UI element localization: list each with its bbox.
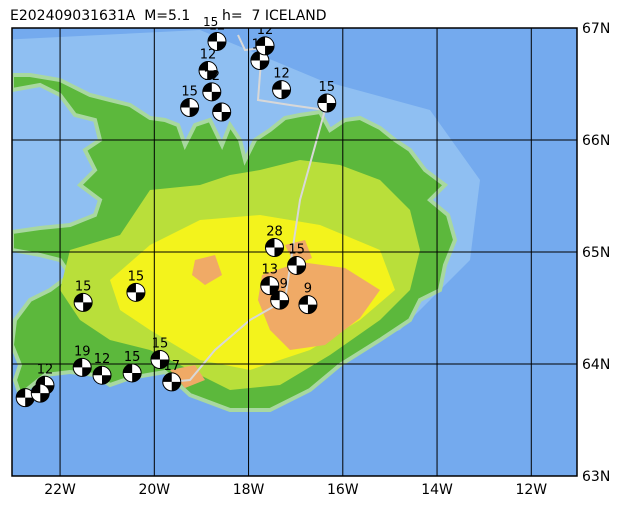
depth-label: 15 xyxy=(181,85,198,100)
glacier xyxy=(258,262,380,350)
lat-label: 67N xyxy=(582,21,610,37)
beachball-quadrant xyxy=(180,98,199,117)
beachball-quadrant xyxy=(260,276,279,295)
beachball-quadrant xyxy=(199,61,218,80)
lat-label: 63N xyxy=(582,469,610,485)
lat-label: 64N xyxy=(582,357,610,373)
beachball-quadrant xyxy=(272,80,291,99)
beachball-quadrant xyxy=(298,295,317,314)
depth-label: 12 xyxy=(257,23,274,38)
map-area: 1212121212151512281519139151515171512191… xyxy=(12,18,577,476)
depth-label: 12 xyxy=(204,69,221,84)
beachball-quadrant xyxy=(212,103,231,121)
lon-label: 14W xyxy=(421,482,453,498)
axis-labels: 22W 20W 18W 16W 14W 12W 67N 66N 65N 64N 63N xyxy=(44,21,610,498)
beachball-quadrant xyxy=(123,363,142,382)
beachball-quadrant xyxy=(73,358,92,377)
depth-label: 15 xyxy=(75,279,92,294)
beachball-quadrant xyxy=(162,372,181,391)
depth-label: 15 xyxy=(319,80,336,95)
beachball-quadrant xyxy=(256,36,275,55)
depth-label: 17 xyxy=(163,359,180,374)
depth-label: 12 xyxy=(94,352,111,367)
frame xyxy=(11,27,578,477)
depth-label: 19 xyxy=(74,344,91,359)
title-left: E202409031631A M=5.1 xyxy=(10,8,190,24)
depth-label: 12 xyxy=(273,67,290,82)
beachball-quadrant xyxy=(74,293,93,312)
depth-label: 12 xyxy=(200,48,217,63)
graticule xyxy=(12,28,577,476)
beachball-quadrant xyxy=(93,366,112,385)
lon-label: 12W xyxy=(515,482,547,498)
events: 1212121212151512281519139151515171512191… xyxy=(15,18,337,408)
depth-label: 15 xyxy=(128,269,145,284)
lon-label: 20W xyxy=(138,482,170,498)
beachball-quadrant xyxy=(126,283,145,302)
beachball-quadrant xyxy=(31,384,50,403)
beachball-quadrant xyxy=(265,238,284,257)
lon-label: 22W xyxy=(44,482,76,498)
beachball-quadrant xyxy=(16,388,35,407)
depth-label: 15 xyxy=(288,242,305,257)
lon-label: 18W xyxy=(233,482,265,498)
lat-label: 66N xyxy=(582,133,610,149)
depth-label: 15 xyxy=(124,350,141,365)
beachball-quadrant xyxy=(317,94,336,113)
beachball-quadrant xyxy=(202,82,221,101)
title-right: h= 7 ICELAND xyxy=(222,8,327,24)
depth-label: 13 xyxy=(261,263,278,278)
depth-label: 12 xyxy=(209,18,226,33)
beachball-quadrant xyxy=(35,376,54,395)
beachball-quadrant xyxy=(207,32,226,51)
lat-label: 65N xyxy=(582,245,610,261)
depth-label: 9 xyxy=(304,282,312,297)
glacier xyxy=(170,365,205,388)
depth-label: 12 xyxy=(37,362,54,377)
beachball-quadrant xyxy=(270,291,289,310)
beachball-quadrant xyxy=(250,51,269,70)
title-overlap: 15 xyxy=(203,15,218,29)
beachball-quadrant xyxy=(287,256,306,275)
lon-label: 16W xyxy=(327,482,359,498)
depth-label: 15 xyxy=(152,337,169,352)
beachball-quadrant xyxy=(150,350,169,369)
depth-label: 28 xyxy=(266,225,283,240)
glacier xyxy=(192,255,222,285)
